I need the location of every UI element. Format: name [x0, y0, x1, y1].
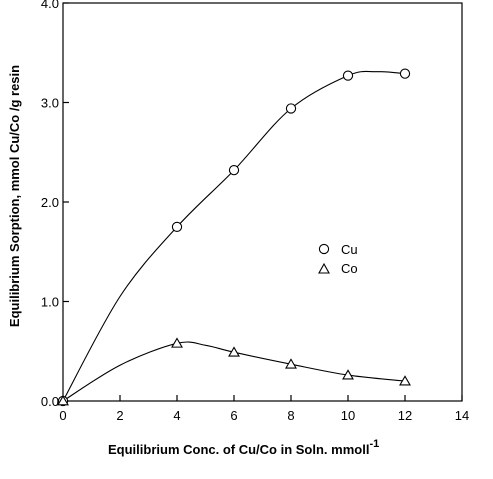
point-cu: [342, 70, 354, 81]
point-co: [399, 375, 411, 386]
x-axis-title-unit: l: [366, 442, 370, 457]
series-markers: [57, 68, 411, 407]
x-tick-label: 2: [116, 408, 123, 423]
x-axis-title: Equilibrium Conc. of Cu/Co in Soln. mmol…: [108, 438, 379, 457]
x-tick-label: 14: [455, 408, 469, 423]
y-tick-label: 2.0: [41, 195, 59, 210]
x-tick-label: 8: [287, 408, 294, 423]
point-cu: [285, 103, 297, 114]
y-axis: 0.0 1.0 2.0 3.0 4.0: [41, 0, 69, 409]
legend-label-cu: Cu: [341, 242, 358, 257]
x-axis-title-text: Equilibrium Conc. of Cu/Co in Soln. mmol: [108, 442, 366, 457]
point-co: [57, 395, 69, 406]
y-axis-title: Equilibrium Sorption, mmol Cu/Co /g resi…: [7, 65, 22, 327]
legend: Cu Co: [318, 242, 358, 276]
curve-co: [62, 341, 406, 402]
point-co: [342, 369, 354, 380]
y-tick-label: 0.0: [41, 394, 59, 409]
point-co: [228, 346, 240, 357]
x-tick-label: 6: [230, 408, 237, 423]
y-tick-label: 3.0: [41, 96, 59, 111]
point-cu: [171, 221, 183, 233]
legend-label-co: Co: [341, 261, 358, 276]
x-axis: 0 2 4 6 8 10 12 14: [59, 395, 469, 423]
plot-frame: [62, 2, 463, 402]
y-tick-label: 1.0: [41, 295, 59, 310]
x-tick-label: 4: [173, 408, 180, 423]
x-tick-label: 0: [59, 408, 66, 423]
point-co: [171, 337, 183, 348]
x-tick-label: 12: [398, 408, 412, 423]
series-curves: [62, 70, 406, 402]
point-cu: [399, 68, 411, 79]
point-co: [285, 358, 297, 369]
x-tick-label: 10: [341, 408, 355, 423]
curve-cu: [62, 70, 406, 402]
x-axis-title-superscript: -1: [369, 438, 379, 450]
legend-marker-cu: [318, 243, 330, 255]
point-cu: [228, 165, 240, 176]
legend-marker-co: [318, 262, 330, 274]
y-tick-label: 4.0: [41, 0, 59, 11]
